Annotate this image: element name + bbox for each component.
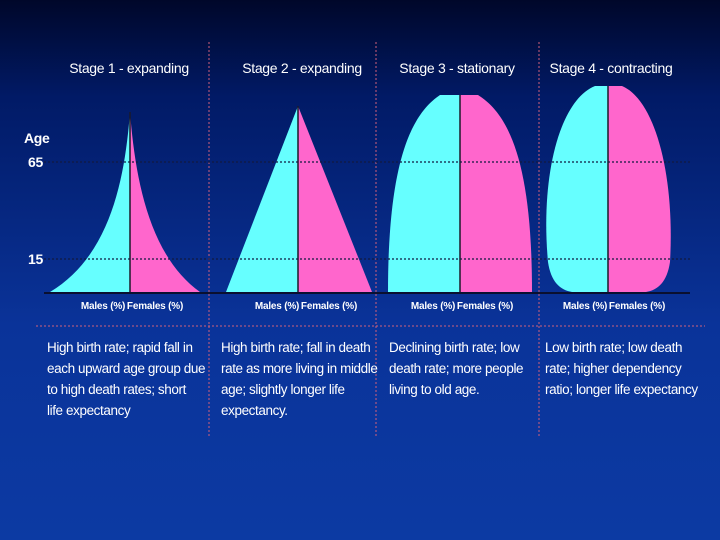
stage1-title: Stage 1 - expanding bbox=[69, 60, 189, 76]
description-line: age; slightly longer life bbox=[221, 382, 345, 397]
description-line: expectancy. bbox=[221, 403, 288, 418]
age-axis-title: Age bbox=[24, 130, 50, 146]
stage2-males-area bbox=[226, 106, 298, 292]
stage3-males-label: Males (%) bbox=[410, 301, 456, 312]
stage2-title: Stage 2 - expanding bbox=[242, 60, 362, 76]
stage3-females-label: Females (%) bbox=[456, 301, 514, 312]
stage4-females-label: Females (%) bbox=[608, 301, 666, 312]
stage1-females-label: Females (%) bbox=[126, 301, 184, 312]
stage3-description: Declining birth rate; low death rate; mo… bbox=[389, 337, 524, 400]
stage1-males-label: Males (%) bbox=[80, 301, 126, 312]
stage2-females-label: Females (%) bbox=[300, 301, 358, 312]
stage3-females-area bbox=[460, 95, 532, 292]
stage4-females-area bbox=[608, 86, 671, 292]
description-line: living to old age. bbox=[389, 382, 480, 397]
stage2-females-area bbox=[298, 106, 372, 292]
description-line: High birth rate; rapid fall in bbox=[47, 340, 193, 355]
age-tick-65: 65 bbox=[28, 154, 43, 170]
stage2-males-label: Males (%) bbox=[254, 301, 300, 312]
stage1-description: High birth rate; rapid fall in each upwa… bbox=[47, 337, 206, 421]
age-tick-15: 15 bbox=[28, 251, 43, 267]
description-line: life expectancy bbox=[47, 403, 131, 418]
stage1-males-area bbox=[50, 112, 130, 292]
description-line: Low birth rate; low death bbox=[545, 340, 683, 355]
description-line: rate; higher dependency bbox=[545, 361, 682, 376]
description-line: ratio; longer life expectancy bbox=[545, 382, 698, 397]
stage1-females-area bbox=[130, 112, 200, 292]
stage3-title: Stage 3 - stationary bbox=[399, 60, 515, 76]
stage2-description: High birth rate; fall in death rate as m… bbox=[221, 337, 378, 421]
stage4-title: Stage 4 - contracting bbox=[549, 60, 673, 76]
description-line: Declining birth rate; low bbox=[389, 340, 520, 355]
stage4-description: Low birth rate; low death rate; higher d… bbox=[545, 337, 698, 400]
description-line: each upward age group due bbox=[47, 361, 206, 376]
description-line: rate as more living in middle bbox=[221, 361, 378, 376]
stage4-males-area bbox=[546, 86, 608, 292]
stage3-males-area bbox=[388, 95, 460, 292]
description-line: High birth rate; fall in death bbox=[221, 340, 371, 355]
description-line: to high death rates; short bbox=[47, 382, 186, 397]
description-line: death rate; more people bbox=[389, 361, 524, 376]
stage4-males-label: Males (%) bbox=[562, 301, 608, 312]
